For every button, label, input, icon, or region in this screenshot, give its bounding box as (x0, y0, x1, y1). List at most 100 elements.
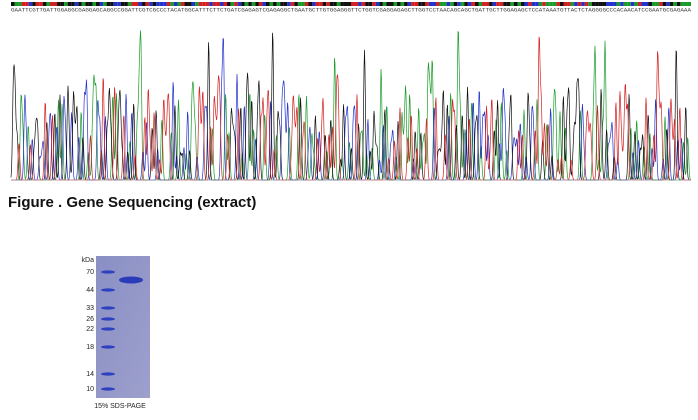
base-cell (127, 2, 132, 6)
base-cell (18, 2, 22, 6)
base-cell (258, 2, 263, 6)
base-cell (506, 2, 511, 6)
base-cell (315, 2, 320, 6)
base-cell (531, 2, 536, 6)
base-cell (184, 2, 189, 6)
base-cell (198, 2, 203, 6)
base-cell (365, 2, 369, 6)
base-cell (428, 2, 433, 6)
sample-band (119, 276, 143, 284)
base-cell (319, 2, 323, 6)
base-cell (120, 2, 125, 6)
marker-label: 10 (86, 386, 94, 393)
base-cell (386, 2, 390, 6)
base-cell (443, 2, 447, 6)
base-cell (606, 2, 610, 6)
base-cell (358, 2, 362, 6)
base-cell (595, 2, 599, 6)
base-cell (343, 2, 348, 6)
base-cell (11, 2, 15, 6)
base-cell (545, 2, 550, 6)
base-cell (482, 2, 486, 6)
base-cell (333, 2, 337, 6)
base-cell (219, 2, 224, 6)
marker-band (101, 306, 115, 310)
marker-band (101, 327, 115, 331)
base-cell (623, 2, 628, 6)
base-cell (96, 2, 100, 6)
base-cell (659, 2, 663, 6)
marker-label: 44 (86, 287, 94, 294)
base-cell (510, 2, 514, 6)
base-cell (351, 2, 355, 6)
base-cell (49, 2, 54, 6)
base-cell (294, 2, 298, 6)
base-cell (602, 2, 606, 6)
base-cell (453, 2, 458, 6)
base-cell (620, 2, 624, 6)
base-cell (400, 2, 405, 6)
chromatogram (10, 30, 692, 181)
base-cell (81, 2, 86, 6)
base-cell (535, 2, 539, 6)
base-cell (301, 2, 305, 6)
base-cell (683, 2, 688, 6)
base-cell (673, 2, 677, 6)
base-cell (74, 2, 79, 6)
base-cell (669, 2, 674, 6)
base-cell (276, 2, 281, 6)
base-cell (528, 2, 532, 6)
base-cell (389, 2, 394, 6)
marker-label: 14 (86, 371, 94, 378)
base-cell (581, 2, 585, 6)
base-cell (489, 2, 493, 6)
base-cell (138, 2, 143, 6)
base-cell (464, 2, 468, 6)
base-cell (354, 2, 359, 6)
base-cell (347, 2, 351, 6)
marker-band (101, 270, 115, 274)
base-cell (110, 2, 114, 6)
base-cell (588, 2, 592, 6)
base-cell (616, 2, 621, 6)
base-cell (666, 2, 670, 6)
marker-ladder: 70 44 33 26 22 18 14 10 (86, 269, 115, 393)
base-cell (251, 2, 256, 6)
base-cell (42, 2, 47, 6)
base-cell (149, 2, 153, 6)
base-cell (202, 2, 206, 6)
base-cell (156, 2, 160, 6)
base-cell (418, 2, 422, 6)
base-cell (411, 2, 415, 6)
base-cell (237, 2, 242, 6)
base-cell (496, 2, 500, 6)
base-cell (106, 2, 111, 6)
base-cell (14, 2, 19, 6)
base-cell (188, 2, 192, 6)
base-cell (552, 2, 557, 6)
marker-band (101, 372, 115, 376)
base-cell (266, 2, 270, 6)
base-cell (432, 2, 436, 6)
base-cell (503, 2, 507, 6)
base-cell (368, 2, 373, 6)
base-cell (241, 2, 245, 6)
base-cell (244, 2, 249, 6)
base-cell (280, 2, 284, 6)
base-cell (436, 2, 440, 6)
base-cell (308, 2, 313, 6)
base-cell (652, 2, 656, 6)
base-cell (627, 2, 631, 6)
base-cell (173, 2, 178, 6)
base-cell (134, 2, 139, 6)
base-cell (166, 2, 171, 6)
base-cell (609, 2, 614, 6)
base-cell (598, 2, 603, 6)
base-cell (60, 2, 65, 6)
base-cell (142, 2, 146, 6)
base-cell (152, 2, 157, 6)
base-cell (326, 2, 330, 6)
base-cell (230, 2, 235, 6)
base-cell (404, 2, 408, 6)
base-cell (567, 2, 571, 6)
